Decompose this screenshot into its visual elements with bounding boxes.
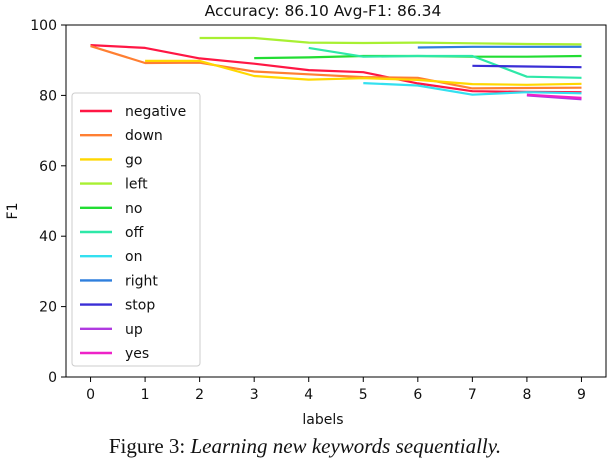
y-axis-label: F1 (5, 203, 21, 220)
legend-label-no: no (125, 201, 142, 217)
series-line-stop (472, 64, 582, 69)
y-tick-label: 60 (39, 159, 57, 175)
legend-label-go: go (125, 152, 142, 168)
y-tick-label: 100 (30, 18, 57, 34)
x-axis-label: labels (302, 412, 343, 428)
series-line-on (363, 82, 582, 96)
series-line-left (199, 36, 582, 46)
legend-items: negative down go left no off on right stop up yes (80, 104, 186, 362)
x-tick-label: 9 (577, 387, 586, 403)
x-tick-label: 2 (195, 387, 204, 403)
series-line-right (417, 45, 582, 49)
series-layer (90, 36, 582, 101)
figure-caption: Figure 3: Learning new keywords sequenti… (0, 434, 610, 459)
x-tick-label: 8 (522, 387, 531, 403)
line-chart: 0 1 2 3 4 5 6 7 8 9 0 20 40 60 80 100 Accuracy: 86.10 … (5, 2, 607, 428)
series-line-go (145, 59, 582, 86)
legend-box (71, 92, 201, 367)
chart-title: Accuracy: 86.10 Avg-F1: 86.34 (205, 2, 442, 20)
legend-label-down: down (125, 128, 163, 144)
y-ticks: 0 20 40 60 80 100 (30, 18, 66, 386)
x-tick-label: 1 (141, 387, 150, 403)
x-tick-label: 5 (359, 387, 368, 403)
x-tick-label: 0 (86, 387, 95, 403)
series-line-down (90, 45, 582, 90)
x-tick-label: 7 (468, 387, 477, 403)
plot-frame (65, 24, 607, 378)
y-tick-label: 0 (48, 370, 57, 386)
legend-label-on: on (125, 249, 142, 265)
legend-label-stop: stop (125, 298, 155, 314)
series-line-yes (526, 93, 582, 99)
caption-prefix: Figure 3: (108, 434, 191, 458)
y-tick-label: 40 (39, 229, 57, 245)
legend-label-left: left (125, 177, 148, 193)
legend-label-negative: negative (125, 104, 186, 120)
y-tick-label: 20 (39, 300, 57, 316)
series-line-negative (90, 44, 582, 94)
x-tick-label: 6 (413, 387, 422, 403)
x-ticks: 0 1 2 3 4 5 6 7 8 9 (86, 377, 586, 403)
caption-text: Learning new keywords sequentially. (190, 434, 502, 458)
y-tick-label: 80 (39, 88, 57, 104)
legend-label-off: off (125, 225, 144, 241)
legend-label-yes: yes (125, 346, 149, 362)
series-line-off (308, 46, 582, 79)
x-tick-label: 3 (250, 387, 259, 403)
x-tick-label: 4 (304, 387, 313, 403)
legend: negative down go left no off on right stop up yes (71, 92, 201, 367)
legend-label-up: up (125, 322, 143, 338)
legend-label-right: right (125, 273, 158, 289)
